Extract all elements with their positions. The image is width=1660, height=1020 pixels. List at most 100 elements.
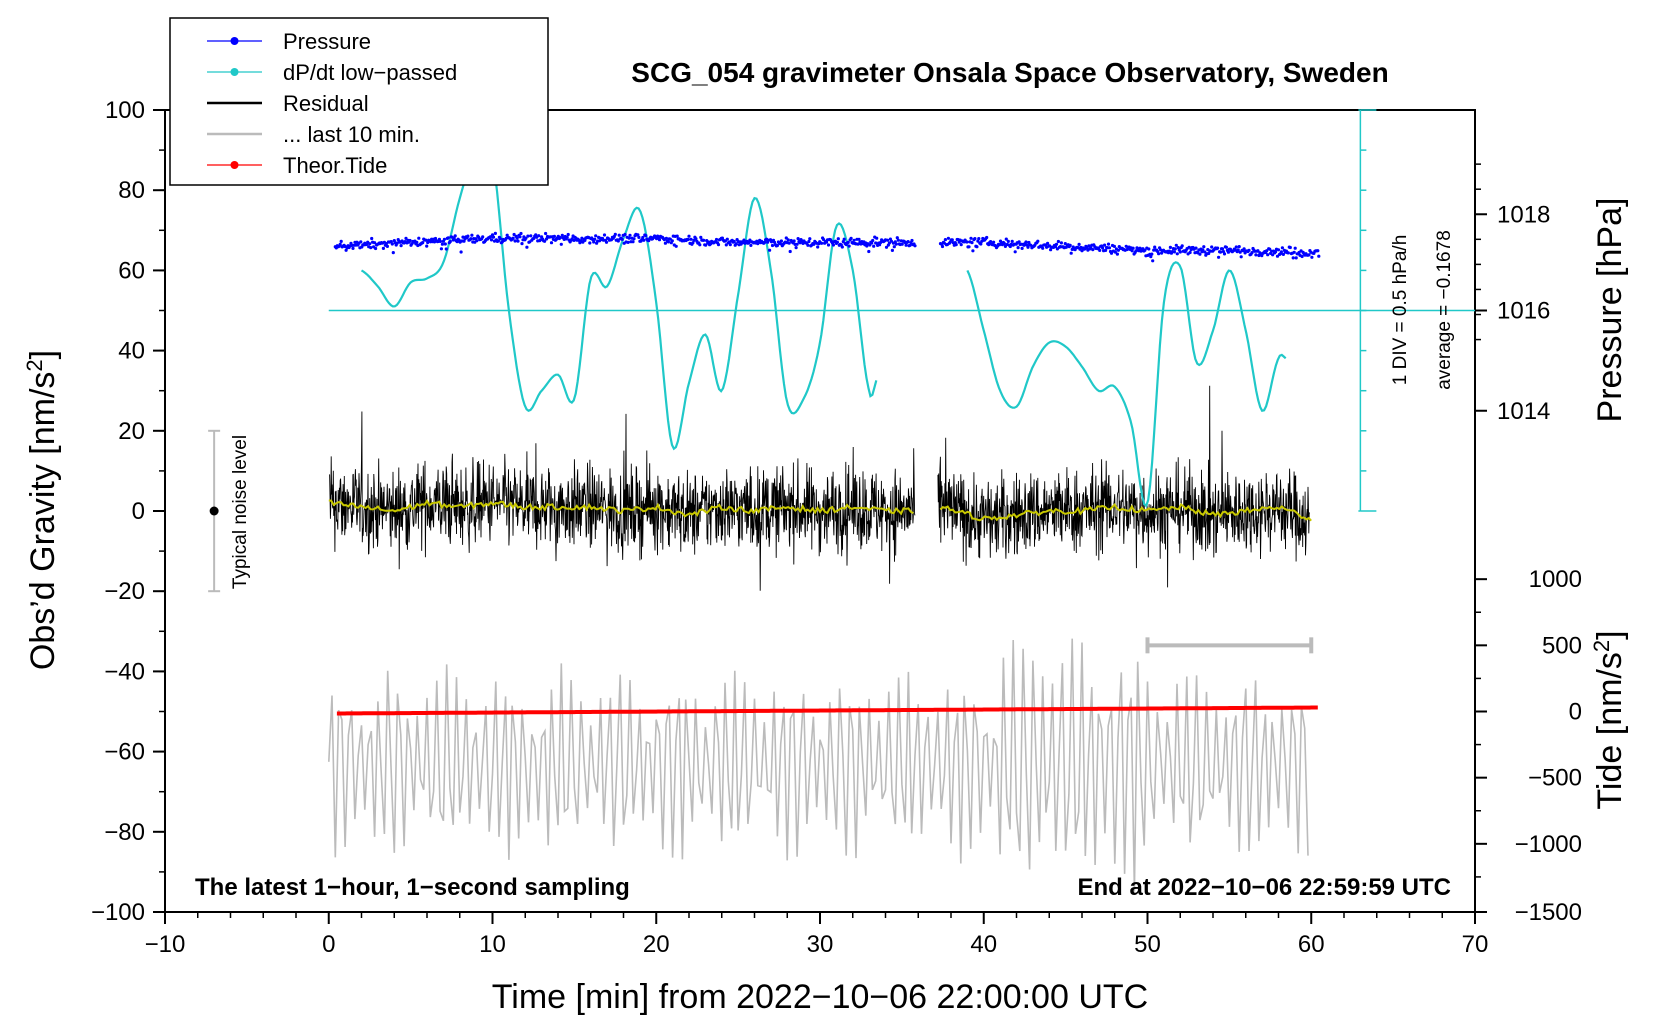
pressure-point <box>544 231 548 236</box>
pressure-point <box>1292 250 1296 254</box>
pressure-point <box>1242 247 1246 251</box>
pressure-point <box>852 238 856 242</box>
pressure-point <box>424 238 428 242</box>
noise-level-label: Typical noise level <box>230 435 251 589</box>
pressure-point <box>389 240 393 244</box>
chart-title: SCG_054 gravimeter Onsala Space Observat… <box>631 57 1388 88</box>
pressure-point <box>856 242 860 246</box>
pressure-point <box>950 238 954 242</box>
pressure-point <box>788 249 792 254</box>
pressure-point <box>985 235 989 240</box>
pressure-point <box>1157 252 1161 256</box>
pressure-point <box>626 240 630 244</box>
pressure-point <box>687 234 691 238</box>
legend-marker-pressure <box>230 37 239 45</box>
pressure-point <box>1274 250 1278 254</box>
pressure-point <box>670 239 674 243</box>
pressure-point <box>975 245 979 249</box>
pressure-point <box>637 235 641 239</box>
pressure-point <box>1175 252 1179 256</box>
pressure-point <box>1256 249 1260 253</box>
pressure-point <box>946 236 951 240</box>
x-axis-title: Time [min] from 2022−10−06 22:00:00 UTC <box>492 978 1148 1016</box>
pressure-point <box>1041 246 1045 250</box>
pressure-point <box>442 237 446 241</box>
pressure-point <box>970 241 974 245</box>
pressure-point <box>525 245 529 249</box>
pressure-point <box>1149 255 1153 259</box>
pressure-point <box>989 240 993 244</box>
pressure-point <box>835 240 840 244</box>
pressure-point <box>875 236 879 240</box>
pressure-point <box>515 236 519 240</box>
pressure-point <box>1176 246 1180 250</box>
pressure-point <box>560 233 564 237</box>
pressure-point <box>641 235 645 240</box>
pressure-point <box>1222 252 1227 256</box>
pressure-point <box>702 238 706 242</box>
pressure-point <box>1063 242 1067 246</box>
pressure-point <box>408 238 412 243</box>
residual-smoothed-line-after-gap <box>939 502 1312 522</box>
pressure-point <box>716 243 721 247</box>
pressure-point <box>666 240 671 244</box>
pressure-point <box>623 232 627 237</box>
pressure-point <box>906 240 910 244</box>
pressure-point <box>870 241 874 245</box>
pressure-point <box>1143 248 1147 252</box>
pressure-point <box>524 236 528 240</box>
pressure-point <box>381 246 385 250</box>
pressure-point <box>642 238 646 242</box>
pressure-point <box>836 237 840 241</box>
pressure-point <box>512 232 516 237</box>
pressure-point <box>714 237 719 242</box>
pressure-point <box>1024 240 1028 244</box>
pressure-point <box>399 244 403 248</box>
pressure-point <box>631 240 635 244</box>
annotation-end-time: End at 2022−10−06 22:59:59 UTC <box>1077 874 1451 901</box>
pressure-point <box>1026 245 1030 249</box>
pressure-point <box>1112 244 1116 248</box>
pressure-point <box>566 232 570 237</box>
y-tick-label: −40 <box>104 658 145 685</box>
pressure-point <box>452 236 456 240</box>
pressure-point <box>969 236 973 240</box>
dpdt-average-label: average = −0.1678 <box>1434 230 1455 390</box>
pressure-point <box>698 243 702 247</box>
pressure-point <box>1293 246 1297 250</box>
pressure-point <box>470 233 474 237</box>
x-tick-label: −10 <box>145 931 186 958</box>
pressure-point <box>1288 245 1292 250</box>
pressure-point <box>1220 247 1225 251</box>
pressure-point <box>1291 256 1295 260</box>
pressure-point <box>1109 251 1114 255</box>
pressure-point <box>391 251 395 255</box>
pressure-point <box>469 237 473 241</box>
last-10min-trace <box>328 638 1309 892</box>
pressure-point <box>390 242 394 246</box>
pressure-point <box>1103 243 1107 247</box>
pressure-point <box>1167 249 1171 253</box>
pressure-point <box>1307 253 1311 257</box>
pressure-point <box>1046 241 1050 245</box>
pressure-point <box>438 239 442 243</box>
pressure-point <box>1091 248 1095 252</box>
pressure-point <box>537 234 541 238</box>
pressure-point <box>644 234 648 238</box>
pressure-point <box>806 243 810 247</box>
pressure-point <box>1115 252 1119 256</box>
pressure-point <box>675 234 679 238</box>
pressure-point <box>768 248 772 252</box>
pressure-point <box>1216 246 1220 250</box>
legend: Pressure dP/dt low−passed Residual ... last… <box>169 17 549 186</box>
legend-box <box>169 17 549 186</box>
pressure-point <box>1020 246 1024 250</box>
pressure-point <box>459 250 463 254</box>
pressure-point <box>444 247 448 251</box>
pressure-point <box>1153 245 1157 249</box>
pressure-point <box>1279 250 1283 254</box>
pressure-point <box>613 232 617 236</box>
pressure-point <box>816 245 820 249</box>
pressure-point <box>1006 239 1010 243</box>
